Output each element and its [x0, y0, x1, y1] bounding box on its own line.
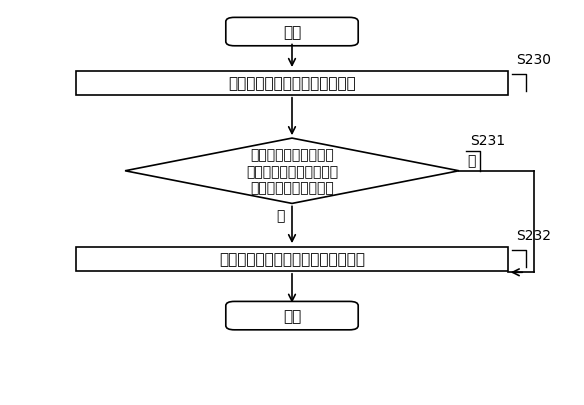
Bar — [76, 247, 508, 271]
Polygon shape — [125, 139, 459, 204]
FancyBboxPatch shape — [226, 302, 358, 330]
Text: 结束: 结束 — [283, 308, 301, 323]
Text: 接收针对一商户的退单请求信息: 接收针对一商户的退单请求信息 — [228, 76, 356, 91]
Text: 根据所述退单请求信息
确定存在与所述退单请求
信息对应的评分操作吗: 根据所述退单请求信息 确定存在与所述退单请求 信息对应的评分操作吗 — [246, 148, 338, 194]
Text: S232: S232 — [516, 229, 551, 243]
Bar — [76, 71, 508, 96]
Text: 否: 否 — [468, 154, 476, 168]
Text: S231: S231 — [471, 133, 506, 147]
Text: 是: 是 — [276, 209, 284, 223]
Text: 执行与所述评分操作对应的相反操作: 执行与所述评分操作对应的相反操作 — [219, 252, 365, 266]
Text: S230: S230 — [516, 53, 551, 67]
Text: 开始: 开始 — [283, 25, 301, 40]
FancyBboxPatch shape — [226, 18, 358, 47]
